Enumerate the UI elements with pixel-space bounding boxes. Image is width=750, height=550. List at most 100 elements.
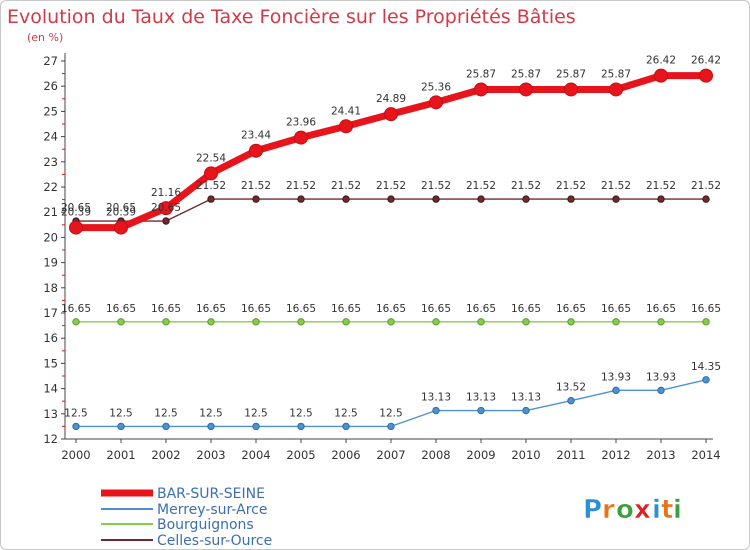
- data-point: [519, 82, 533, 97]
- legend-label: Merrey-sur-Arce: [157, 502, 267, 518]
- data-label: 16.65: [376, 303, 406, 315]
- logo-letter: r: [602, 495, 615, 525]
- y-tick-label: 27: [43, 54, 58, 68]
- y-tick-label: 14: [43, 382, 58, 396]
- data-label: 20.39: [61, 207, 91, 219]
- y-tick-label: 25: [43, 104, 58, 118]
- data-point: [609, 82, 623, 97]
- data-point: [162, 217, 170, 225]
- data-point: [612, 318, 620, 326]
- data-label: 13.13: [466, 392, 496, 404]
- y-tick-label: 15: [43, 356, 58, 370]
- data-label: 16.65: [106, 303, 136, 315]
- x-tick-label: 2013: [646, 448, 675, 462]
- data-point: [702, 376, 710, 384]
- data-point: [702, 195, 710, 203]
- data-label: 12.5: [334, 407, 357, 419]
- data-point: [567, 397, 575, 405]
- data-point: [342, 318, 350, 326]
- x-tick-label: 2002: [151, 448, 180, 462]
- data-label: 20.65: [151, 202, 181, 214]
- data-label: 25.87: [601, 68, 631, 80]
- data-labels: 20.39 20.39 21.16 22.54 23.44 23.96 24.41 24.89…: [61, 55, 721, 420]
- y-tick-label: 16: [43, 331, 58, 345]
- series-line-1: [75, 379, 707, 428]
- data-label: 12.5: [244, 407, 267, 419]
- data-point: [162, 318, 170, 326]
- data-point: [654, 68, 668, 83]
- y-tick-label: 12: [43, 432, 58, 446]
- data-label: 16.65: [556, 303, 586, 315]
- data-point: [564, 82, 578, 97]
- data-label: 21.52: [511, 180, 541, 192]
- data-label: 21.52: [376, 180, 406, 192]
- data-point: [567, 195, 575, 203]
- data-point: [72, 422, 80, 431]
- data-label: 16.65: [286, 303, 316, 315]
- data-label: 25.87: [556, 68, 586, 80]
- x-tick-label: 2012: [601, 448, 630, 462]
- data-point: [477, 406, 485, 415]
- data-label: 12.5: [154, 407, 177, 419]
- data-label: 25.36: [421, 81, 451, 93]
- data-point: [69, 220, 83, 235]
- data-label: 21.52: [196, 180, 226, 192]
- x-tick-label: 2004: [241, 448, 270, 462]
- data-point: [117, 422, 125, 431]
- data-point: [204, 166, 218, 181]
- y-tick-label: 13: [43, 407, 58, 421]
- axes: 12 13 14 15 16 17 18 19 20 21 22 23 24 25 26 27 2000 2001…: [43, 53, 721, 462]
- legend-label: Celles-sur-Ource: [157, 533, 272, 549]
- data-point: [252, 318, 260, 326]
- data-label: 21.52: [601, 180, 631, 192]
- data-label: 22.54: [196, 152, 226, 164]
- data-point: [162, 422, 170, 431]
- data-label: 14.35: [691, 361, 721, 373]
- data-point: [612, 386, 620, 395]
- data-label: 12.5: [64, 407, 87, 419]
- data-point: [114, 220, 128, 235]
- data-point: [387, 195, 395, 203]
- data-label: 13.93: [646, 371, 676, 383]
- data-label: 12.5: [109, 407, 132, 419]
- chart-title: Evolution du Taux de Taxe Foncière sur l…: [7, 6, 576, 28]
- data-label: 24.89: [376, 93, 406, 105]
- data-point: [297, 195, 305, 203]
- data-point: [387, 422, 395, 431]
- data-label: 12.5: [289, 407, 312, 419]
- data-point: [522, 195, 530, 203]
- data-point: [657, 318, 665, 326]
- x-tick-label: 2011: [556, 448, 585, 462]
- y-tick-label: 26: [43, 79, 58, 93]
- data-point: [72, 318, 80, 326]
- data-label: 16.65: [511, 303, 541, 315]
- data-label: 16.65: [691, 303, 721, 315]
- y-tick-label: 18: [43, 281, 58, 295]
- legend-label: Bourguignons: [157, 517, 254, 533]
- data-point: [474, 82, 488, 97]
- data-label: 16.65: [466, 303, 496, 315]
- series-layer: [69, 68, 713, 431]
- logo-letter: i: [673, 495, 682, 525]
- x-tick-label: 2014: [691, 448, 720, 462]
- data-point: [477, 195, 485, 203]
- y-tick-label: 20: [43, 230, 58, 244]
- data-label: 21.52: [646, 180, 676, 192]
- data-label: 13.13: [511, 392, 541, 404]
- data-point: [432, 195, 440, 203]
- data-point: [612, 195, 620, 203]
- data-point: [384, 107, 398, 122]
- logo-letter: i: [652, 495, 661, 525]
- data-label: 26.42: [646, 55, 676, 67]
- x-tick-label: 2010: [511, 448, 540, 462]
- data-label: 21.52: [241, 180, 271, 192]
- data-point: [297, 422, 305, 431]
- data-point: [699, 68, 713, 83]
- data-label: 25.87: [511, 68, 541, 80]
- data-label: 16.65: [331, 303, 361, 315]
- logo-letter: x: [634, 495, 651, 525]
- legend: BAR-SUR-SEINEMerrey-sur-ArceBourguignons…: [101, 486, 272, 549]
- data-label: 20.39: [106, 207, 136, 219]
- data-point: [429, 95, 443, 110]
